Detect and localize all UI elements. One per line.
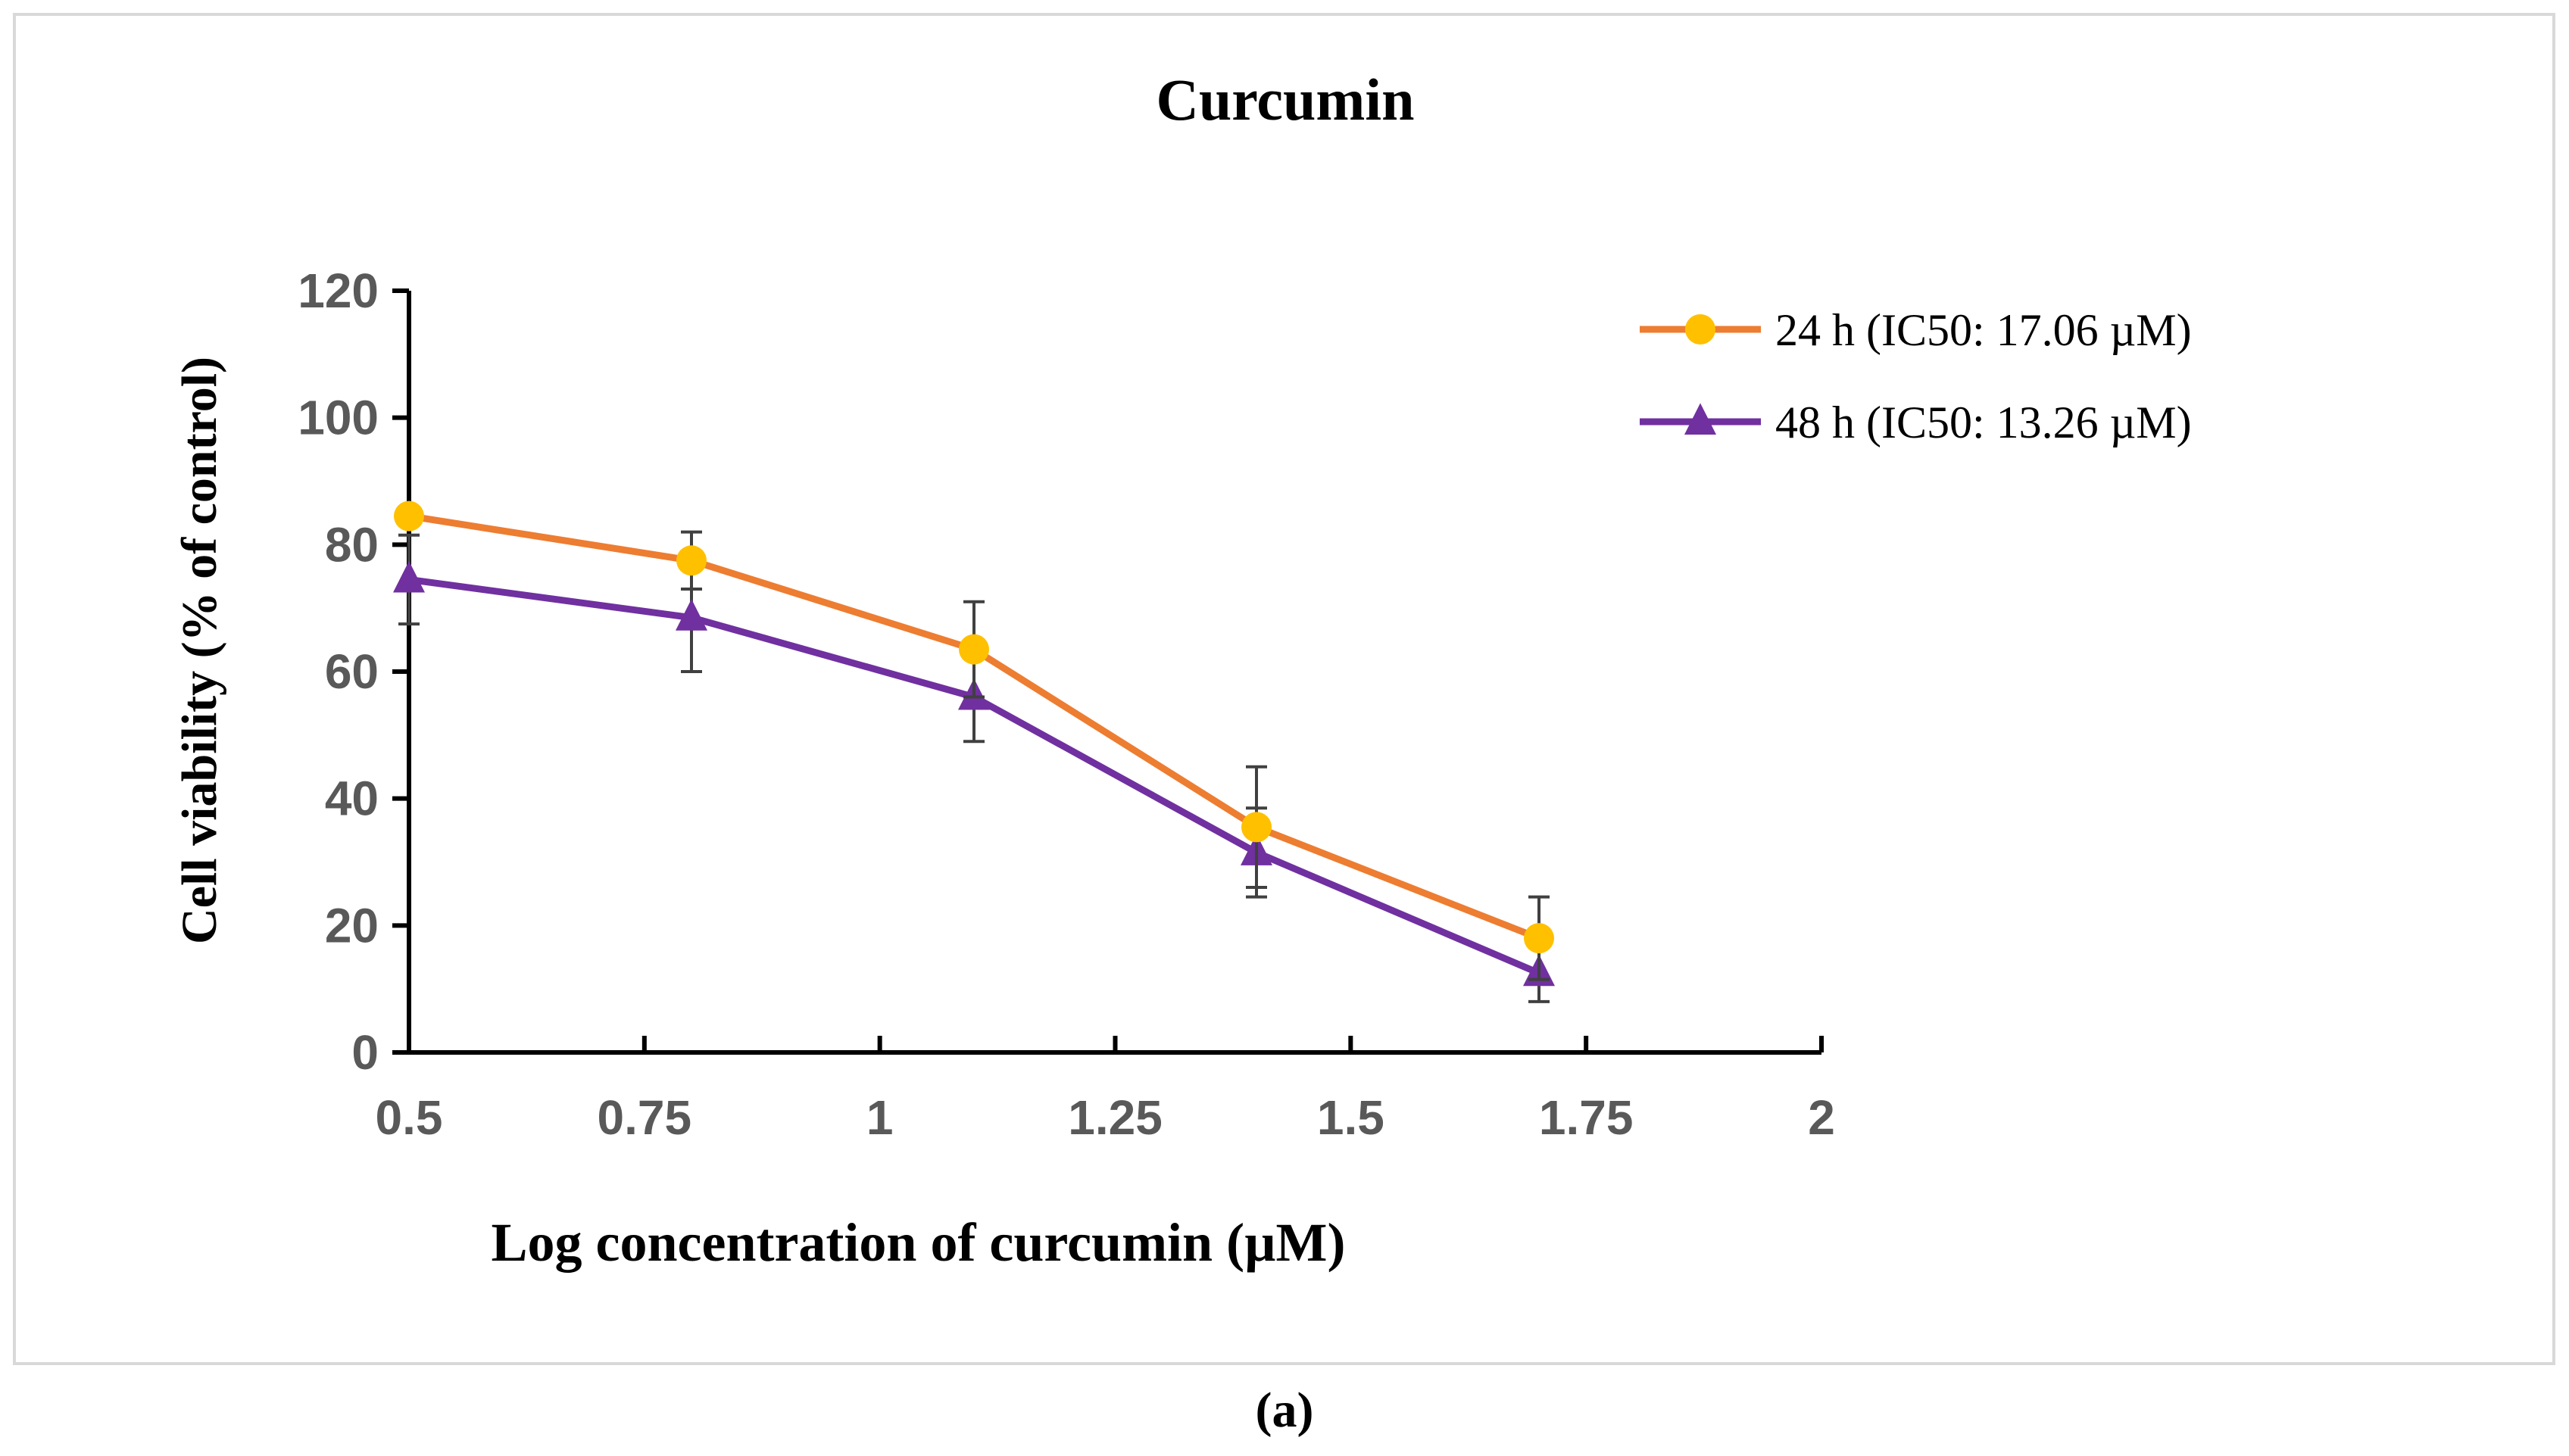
- x-tick-label: 0.75: [598, 1090, 692, 1145]
- data-point: [676, 545, 707, 576]
- data-point: [959, 634, 989, 665]
- y-tick-label: 60: [325, 644, 379, 699]
- y-tick-label: 80: [325, 517, 379, 572]
- x-axis-label: Log concentration of curcumin (µM): [492, 1212, 1346, 1273]
- legend-label-48h: 48 h (IC50: 13.26 µM): [1775, 398, 2192, 447]
- legend-marker-24h: [1685, 314, 1715, 345]
- x-tick-label: 1.75: [1539, 1090, 1634, 1145]
- legend: 24 h (IC50: 17.06 µM) 48 h (IC50: 13.26 …: [1640, 305, 2192, 447]
- y-tick-label: 120: [298, 263, 379, 318]
- chart-title: Curcumin: [1157, 67, 1415, 133]
- legend-item-24h: 24 h (IC50: 17.06 µM): [1640, 305, 2192, 355]
- x-tick-label: 2: [1808, 1090, 1835, 1145]
- x-tick-label: 1.25: [1068, 1090, 1163, 1145]
- x-tick-label: 0.5: [376, 1090, 443, 1145]
- data-point: [1524, 923, 1554, 954]
- x-axis-ticks: 0.5 0.75 1 1.25 1.5 1.75 2: [376, 1036, 1835, 1145]
- legend-item-48h: 48 h (IC50: 13.26 µM): [1640, 398, 2192, 447]
- axes: [407, 291, 1821, 1055]
- data-point: [394, 500, 424, 532]
- y-tick-label: 20: [325, 898, 379, 952]
- data-point: [676, 599, 707, 631]
- plot-series: [393, 500, 1555, 1003]
- y-tick-label: 100: [298, 391, 379, 445]
- y-axis-ticks: 0 20 40 60 80 100 120: [298, 263, 409, 1080]
- chart-frame: [13, 13, 2555, 1365]
- y-tick-label: 40: [325, 772, 379, 826]
- y-axis-label: Cell viability (% of control): [172, 357, 227, 944]
- data-point: [1241, 812, 1272, 843]
- x-tick-label: 1: [866, 1090, 894, 1145]
- panel-label: (a): [1255, 1383, 1314, 1438]
- legend-marker-48h: [1684, 403, 1716, 435]
- legend-label-24h: 24 h (IC50: 17.06 µM): [1775, 305, 2192, 355]
- series-24h: [394, 500, 1554, 981]
- x-tick-label: 1.5: [1317, 1090, 1384, 1145]
- data-point: [393, 560, 425, 593]
- y-tick-label: 0: [351, 1025, 379, 1080]
